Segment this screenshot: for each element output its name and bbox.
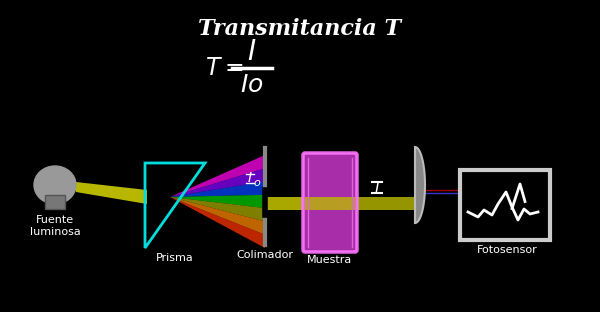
Polygon shape (170, 155, 265, 197)
Polygon shape (170, 182, 265, 197)
Polygon shape (267, 197, 305, 210)
Text: $\mathbf{\mathit{I}}$: $\mathbf{\mathit{I}}$ (247, 40, 257, 66)
Text: Muestra: Muestra (307, 255, 352, 265)
Text: $\mathbf{\mathit{Io}}$: $\mathbf{\mathit{Io}}$ (240, 73, 264, 97)
Polygon shape (355, 197, 415, 210)
Polygon shape (76, 182, 147, 204)
Text: $\mathit{I}$: $\mathit{I}$ (247, 171, 253, 185)
Bar (460, 170, 550, 240)
Text: Transmitancia T: Transmitancia T (199, 18, 401, 40)
Polygon shape (305, 197, 355, 210)
Text: $\mathit{o}$: $\mathit{o}$ (253, 178, 261, 188)
Text: Colimador: Colimador (236, 250, 293, 260)
Polygon shape (170, 197, 265, 222)
Polygon shape (170, 197, 265, 235)
Text: $\mathit{I}$: $\mathit{I}$ (374, 180, 380, 196)
Polygon shape (170, 168, 265, 197)
Polygon shape (170, 195, 265, 208)
Text: Fuente
luminosa: Fuente luminosa (29, 215, 80, 236)
Bar (45, 195, 65, 209)
Polygon shape (170, 197, 265, 248)
Polygon shape (415, 147, 425, 223)
Text: Fotosensor: Fotosensor (476, 245, 538, 255)
Text: Prisma: Prisma (156, 253, 194, 263)
Text: $\mathbf{\mathit{T}}=$: $\mathbf{\mathit{T}}=$ (205, 56, 243, 80)
Ellipse shape (34, 166, 76, 204)
FancyBboxPatch shape (303, 153, 357, 252)
